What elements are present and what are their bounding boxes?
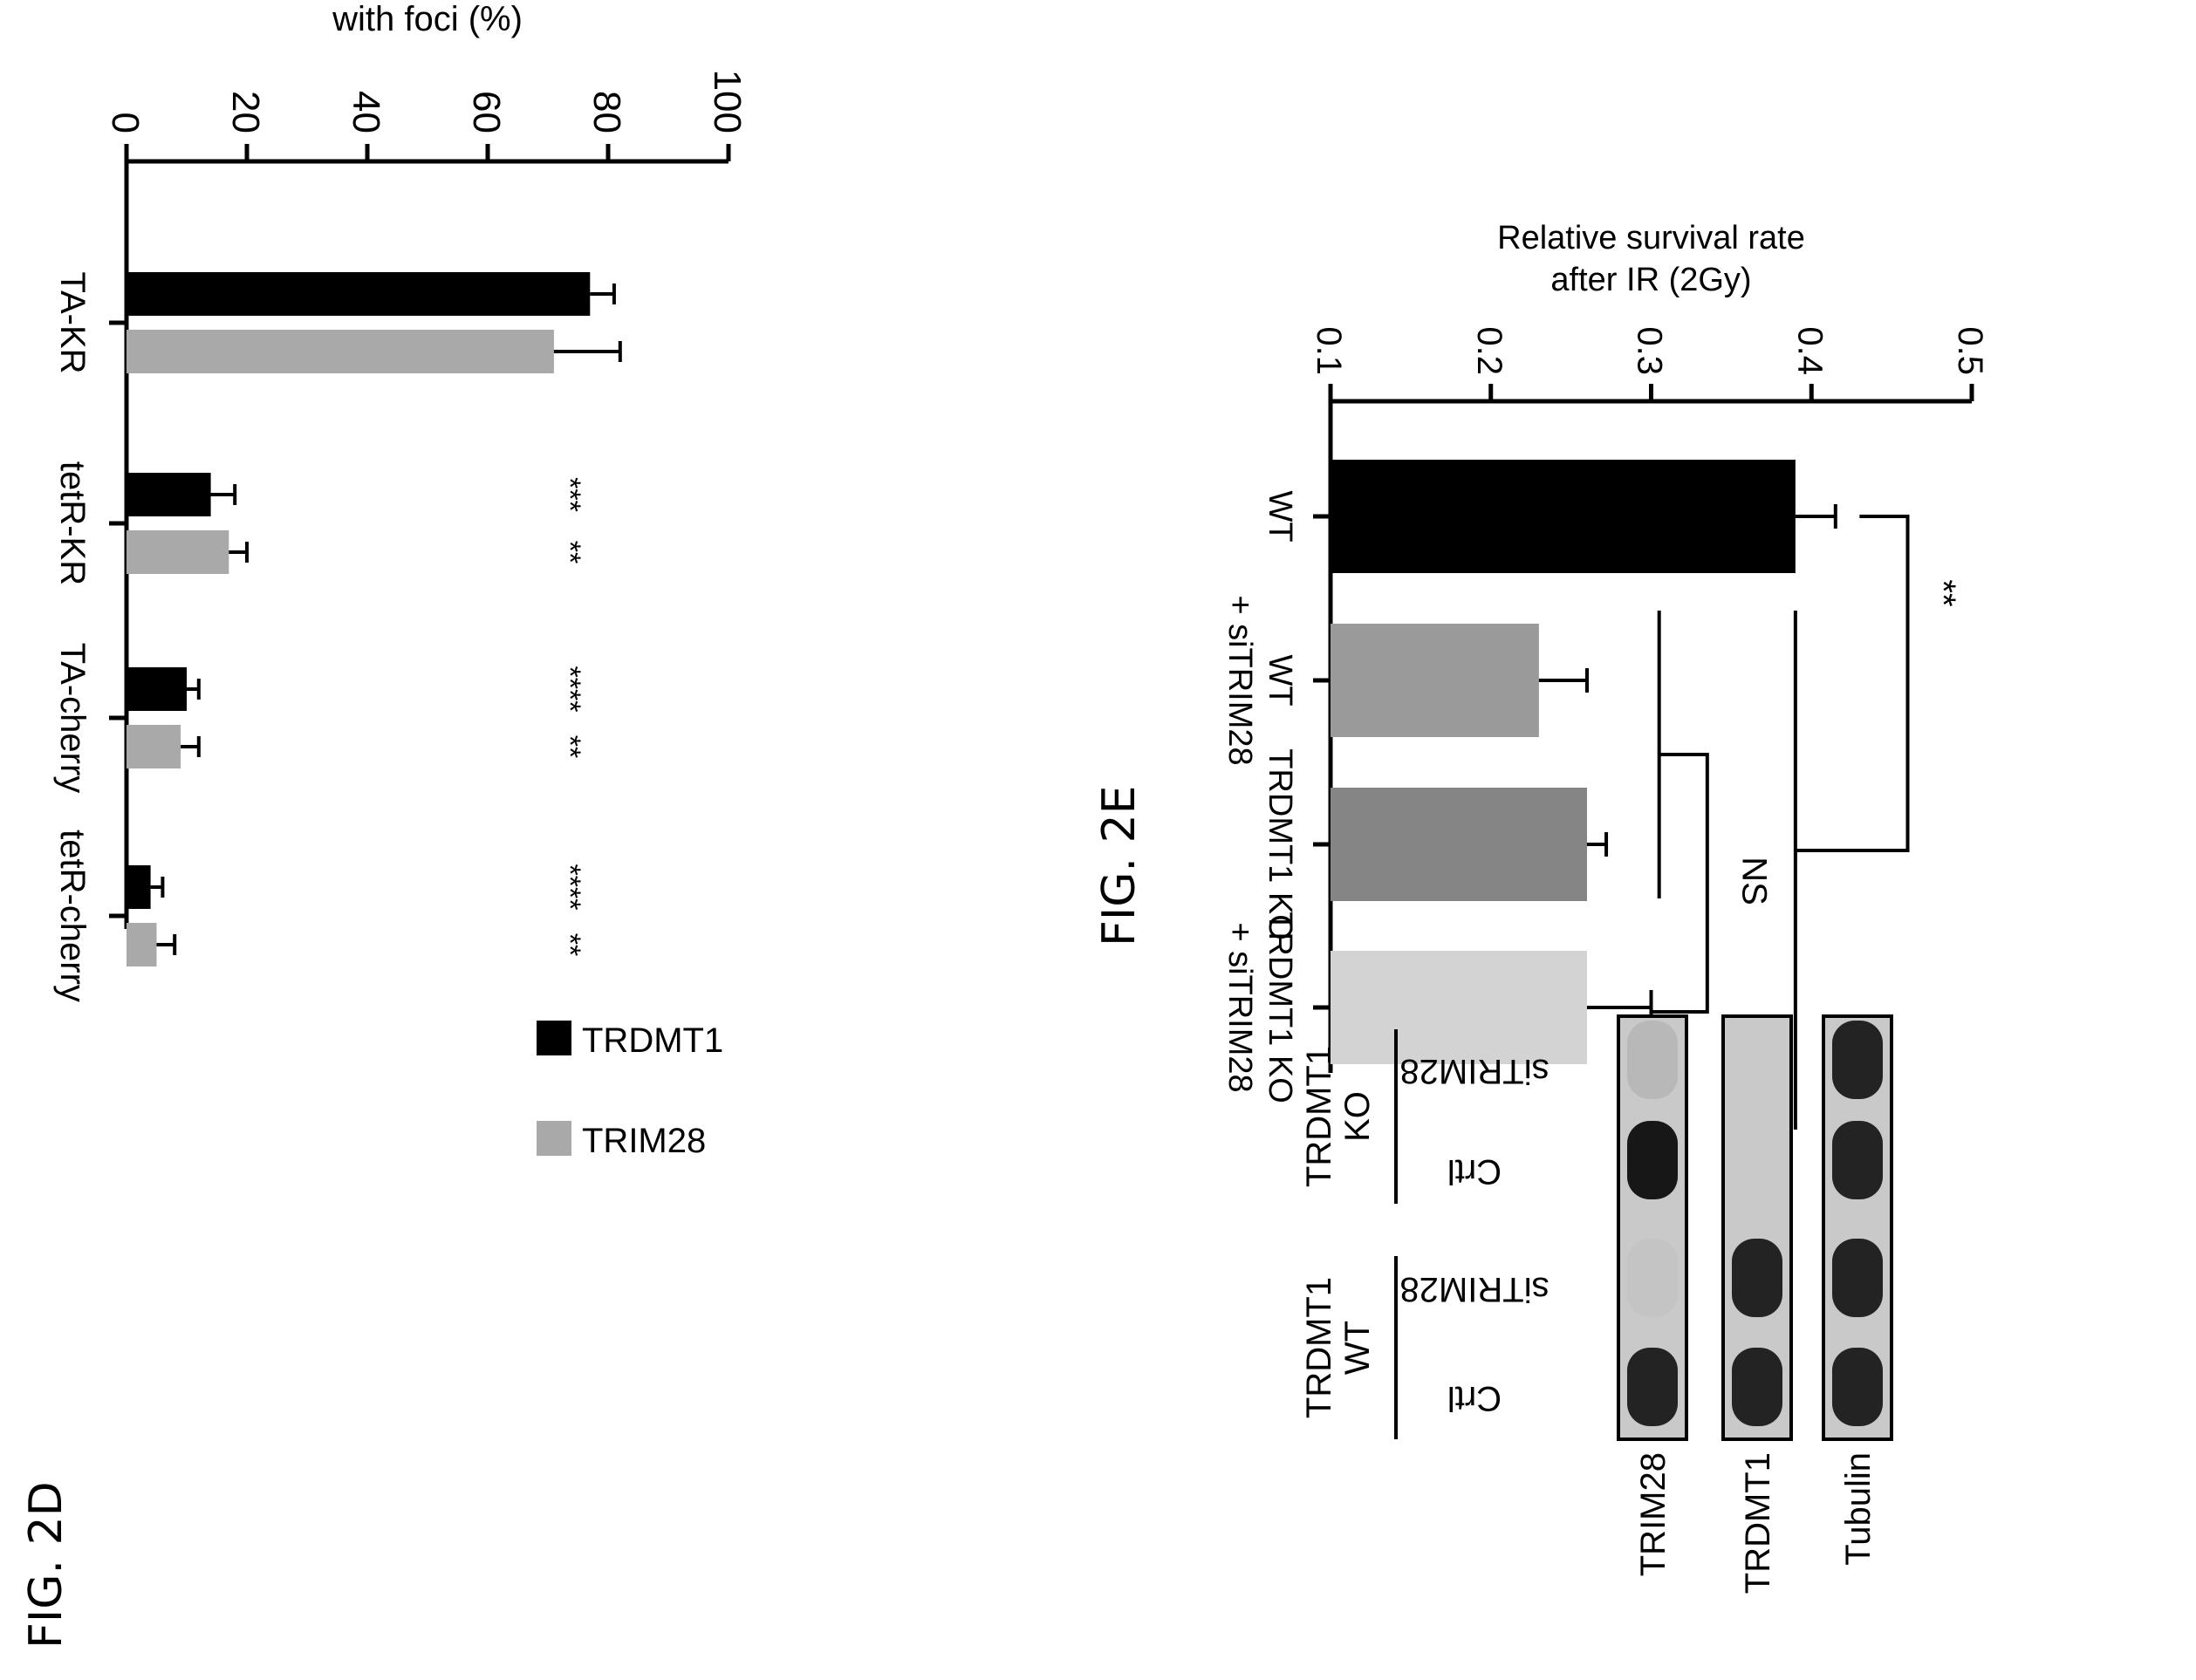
chart-2d: 0 20 40 60 80 100 Frequency of cellswith foci … xyxy=(53,0,749,1160)
x-tick-label-line: + siTRIM28 xyxy=(1221,595,1258,765)
x-tick-label: WT+ siTRIM28 xyxy=(1221,595,1298,765)
x-tick-label-line: TRDMT1 KO xyxy=(1262,912,1298,1103)
legend-label: TRIM28 xyxy=(582,1122,706,1160)
blot-band xyxy=(1832,1021,1883,1099)
y-axis-label: Relative survival rate after IR (2Gy) xyxy=(1497,220,1805,298)
fig-2e-label: FIG. 2E xyxy=(1093,785,1146,946)
blot-band xyxy=(1627,1121,1678,1199)
y-tick-label: 80 xyxy=(585,91,628,133)
x-tick-label-line: + siTRIM28 xyxy=(1221,922,1258,1092)
bar-trdmt1 xyxy=(126,473,211,516)
blot-band xyxy=(1627,1348,1678,1426)
bar xyxy=(1331,460,1796,573)
blot-group-label-line: TRDMT1 xyxy=(1300,1046,1338,1187)
legend-swatch-trim28 xyxy=(537,1121,571,1156)
blot-band xyxy=(1832,1121,1883,1199)
bar xyxy=(1331,624,1539,737)
significance-bracket xyxy=(1795,635,1910,852)
bar-trdmt1 xyxy=(127,272,591,316)
x-tick-label: WT xyxy=(1262,490,1298,542)
blot-row-label: TRDMT1 xyxy=(1739,1452,1777,1594)
legend-label: TRDMT1 xyxy=(582,1021,723,1060)
blot-lane-label: Crtl xyxy=(1447,1379,1502,1417)
y-tick-label: 20 xyxy=(224,91,267,133)
y-tick-label: 0.2 xyxy=(1470,326,1508,375)
significance-bracket xyxy=(1859,515,1910,636)
y-tick-label: 0.4 xyxy=(1790,326,1829,375)
y-tick-label: 40 xyxy=(345,91,387,133)
blot-group-label-line: TRDMT1 xyxy=(1300,1277,1338,1418)
bar-trim28 xyxy=(126,725,181,768)
significance-stars: **** xyxy=(553,864,586,911)
y-tick-label: 60 xyxy=(465,91,508,133)
significance-stars: ** xyxy=(553,933,586,956)
chart-2e: 0.1 0.2 0.3 0.4 0.5 Relative survival rate aft… xyxy=(1221,220,1989,1130)
y-tick-label: 0 xyxy=(104,113,147,133)
x-tick-label: tetR-cherry xyxy=(53,830,92,1002)
blot-band xyxy=(1732,1239,1782,1317)
bar-trim28 xyxy=(127,530,229,574)
y-axis-label: Frequency of cellswith foci (%) xyxy=(286,0,570,38)
x-tick-label-line: TRDMT1 KO xyxy=(1262,748,1298,940)
bar-trim28 xyxy=(127,923,157,966)
y-tick-label: 100 xyxy=(706,70,749,133)
bar-trim28 xyxy=(127,330,554,373)
x-tick-label: TRDMT1 KO xyxy=(1262,748,1298,940)
bar xyxy=(1331,951,1587,1064)
blot-lane-label: siTRIM28 xyxy=(1399,1052,1549,1090)
blot-group-label-line: KO xyxy=(1338,1091,1377,1142)
significance-bracket xyxy=(1651,753,1709,1014)
bar-trdmt1 xyxy=(127,667,187,711)
y-tick-label: 0.5 xyxy=(1951,326,1989,375)
blot-lane-label: siTRIM28 xyxy=(1399,1270,1549,1308)
y-axis-label-line: after IR (2Gy) xyxy=(1550,262,1751,298)
significance-stars: ** xyxy=(553,541,586,563)
y-axis-label-line: Relative survival rate xyxy=(1497,220,1805,256)
significance-inner: NS xyxy=(1734,857,1773,905)
y-axis-label-line: with foci (%) xyxy=(332,0,523,38)
x-tick-label: TA-cherry xyxy=(53,643,92,794)
significance-stars: *** xyxy=(553,477,586,512)
bar xyxy=(1331,788,1587,901)
blot-group-label: TRDMT1WT xyxy=(1300,1277,1377,1418)
blot-band xyxy=(1732,1348,1782,1426)
significance-stars: **** xyxy=(553,666,586,713)
blot-band xyxy=(1627,1239,1678,1317)
y-tick-label: 0.3 xyxy=(1631,326,1669,375)
x-tick-label-line: WT xyxy=(1262,490,1298,542)
blot-group-label-line: WT xyxy=(1338,1321,1377,1375)
bar-trdmt1 xyxy=(126,865,151,909)
blot-lane-label: Crtl xyxy=(1447,1152,1502,1191)
blot-group-label: TRDMT1KO xyxy=(1300,1046,1377,1187)
blot-band xyxy=(1627,1021,1678,1099)
fig-2d-label: FIG. 2D xyxy=(20,1481,72,1649)
blot-band xyxy=(1832,1239,1883,1317)
significance-outer: ** xyxy=(1924,579,1962,606)
significance-stars: ** xyxy=(553,735,586,758)
legend-swatch-trdmt1 xyxy=(537,1021,571,1055)
western-blot: TRIM28 TRDMT1 Tubulin Crtl siTRIM28 Crtl siTRI… xyxy=(1300,1014,1893,1594)
x-tick-label-line: WT xyxy=(1262,654,1298,706)
x-tick-label: TA-KR xyxy=(53,271,92,373)
x-tick-label: tetR-KR xyxy=(53,461,92,585)
y-tick-label: 0.1 xyxy=(1310,326,1348,375)
x-tick-label: TRDMT1 KO+ siTRIM28 xyxy=(1221,912,1298,1103)
blot-band xyxy=(1832,1348,1883,1426)
blot-row-label: TRIM28 xyxy=(1634,1452,1673,1576)
blot-row-label: Tubulin xyxy=(1839,1452,1878,1566)
